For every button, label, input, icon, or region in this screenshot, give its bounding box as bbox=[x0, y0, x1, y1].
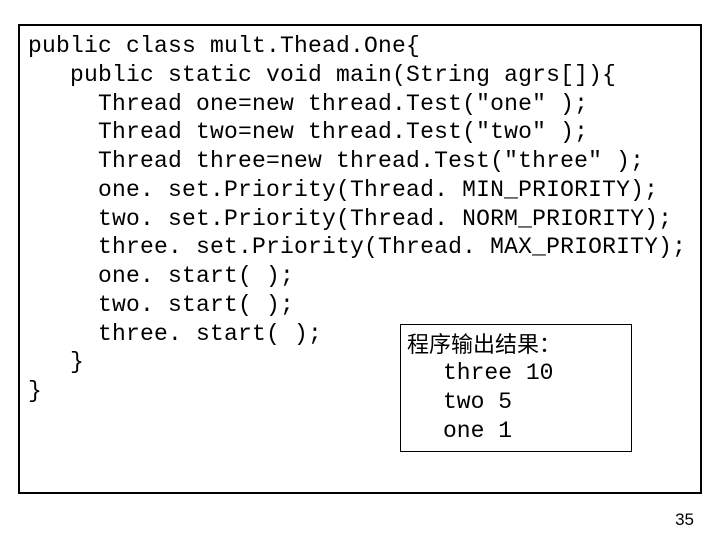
code-line: two. set.Priority(Thread. NORM_PRIORITY)… bbox=[28, 205, 692, 234]
code-line: three. set.Priority(Thread. MAX_PRIORITY… bbox=[28, 233, 692, 262]
output-line: one 1 bbox=[407, 417, 625, 446]
output-box: 程序输出结果： three 10 two 5 one 1 bbox=[400, 324, 632, 452]
output-title: 程序输出结果： bbox=[407, 327, 625, 359]
output-line: three 10 bbox=[407, 359, 625, 388]
code-line: two. start( ); bbox=[28, 291, 692, 320]
code-line: one. set.Priority(Thread. MIN_PRIORITY); bbox=[28, 176, 692, 205]
code-line: Thread one=new thread.Test("one" ); bbox=[28, 90, 692, 119]
output-line: two 5 bbox=[407, 388, 625, 417]
code-line: one. start( ); bbox=[28, 262, 692, 291]
code-line: public static void main(String agrs[]){ bbox=[28, 61, 692, 90]
page-number: 35 bbox=[675, 510, 694, 530]
code-line: public class mult.Thead.One{ bbox=[28, 32, 692, 61]
code-line: Thread two=new thread.Test("two" ); bbox=[28, 118, 692, 147]
code-line: Thread three=new thread.Test("three" ); bbox=[28, 147, 692, 176]
code-frame: public class mult.Thead.One{ public stat… bbox=[18, 24, 702, 494]
